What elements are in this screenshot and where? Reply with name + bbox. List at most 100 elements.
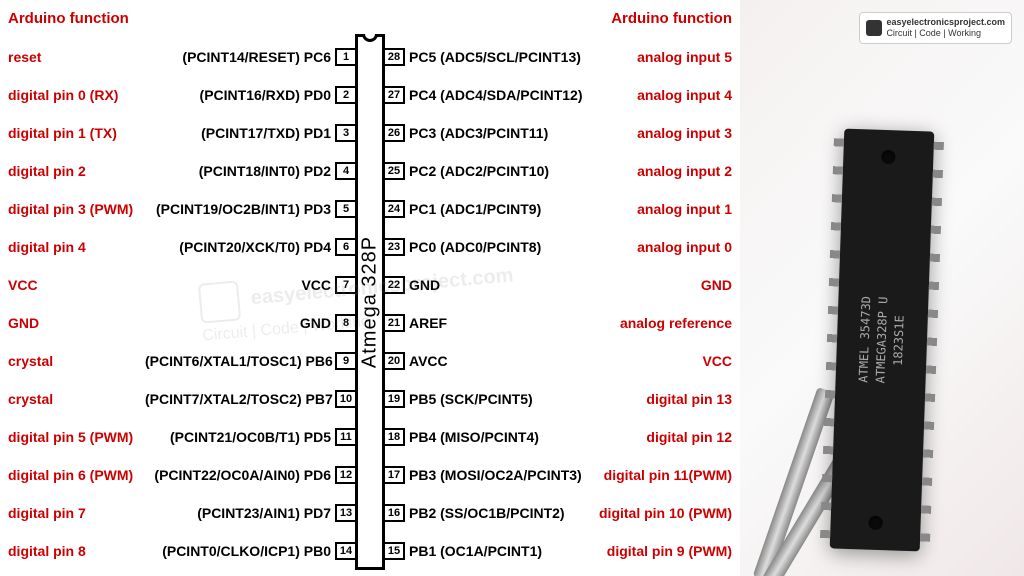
pin-row: reset(PCINT14/RESET) PC6128PC5 (ADC5/SCL…: [0, 38, 740, 76]
bulb-icon: [866, 20, 882, 36]
arduino-function-left: digital pin 5 (PWM): [0, 429, 145, 445]
pin-number-right: 28: [385, 48, 405, 66]
chip-marking: ATMEL 35473D ATMEGA328P U 1823S1E: [855, 296, 908, 384]
pin-number-right: 15: [385, 542, 405, 560]
pin-row: digital pin 4(PCINT20/XCK/T0) PD46 23PC0 …: [0, 228, 740, 266]
chip-photo: ATMEL 35473D ATMEGA328P U 1823S1E: [830, 129, 935, 552]
arduino-function-left: digital pin 6 (PWM): [0, 467, 145, 483]
pin-number-left: 2: [335, 86, 355, 104]
arduino-function-right: digital pin 10 (PWM): [597, 505, 740, 521]
pin-number-left: 3: [335, 124, 355, 142]
pin-row: digital pin 7(PCINT23/AIN1) PD713 16PB2 (…: [0, 494, 740, 532]
pin-number-right: 25: [385, 162, 405, 180]
arduino-function-right: GND: [597, 277, 740, 293]
arduino-function-left: reset: [0, 49, 145, 65]
alt-function-left: (PCINT21/OC0B/T1) PD5: [145, 429, 335, 445]
alt-function-right: GND: [405, 277, 597, 293]
header-left: Arduino function: [8, 10, 129, 27]
alt-function-right: PC5 (ADC5/SCL/PCINT13): [405, 49, 597, 65]
arduino-function-left: digital pin 4: [0, 239, 145, 255]
arduino-function-right: analog input 1: [597, 201, 740, 217]
alt-function-right: PB1 (OC1A/PCINT1): [405, 543, 597, 559]
arduino-function-right: analog input 0: [597, 239, 740, 255]
arduino-function-left: digital pin 1 (TX): [0, 125, 145, 141]
pin-number-left: 6: [335, 238, 355, 256]
pin-row: digital pin 3 (PWM)(PCINT19/OC2B/INT1) P…: [0, 190, 740, 228]
alt-function-left: (PCINT17/TXD) PD1: [145, 125, 335, 141]
pin-number-right: 20: [385, 352, 405, 370]
arduino-function-left: digital pin 3 (PWM): [0, 201, 145, 217]
alt-function-left: (PCINT14/RESET) PC6: [145, 49, 335, 65]
pin-number-right: 17: [385, 466, 405, 484]
alt-function-left: VCC: [145, 277, 335, 293]
alt-function-left: (PCINT20/XCK/T0) PD4: [145, 239, 335, 255]
alt-function-right: PB4 (MISO/PCINT4): [405, 429, 597, 445]
alt-function-right: PC2 (ADC2/PCINT10): [405, 163, 597, 179]
pin-row: VCCVCC722GNDGND: [0, 266, 740, 304]
logo-line2: Circuit | Code | Working: [886, 28, 1005, 39]
pin-row: crystal(PCINT6/XTAL1/TOSC1) PB69 20AVCCVC…: [0, 342, 740, 380]
pin-number-left: 13: [335, 504, 355, 522]
alt-function-right: PB2 (SS/OC1B/PCINT2): [405, 505, 597, 521]
alt-function-left: GND: [145, 315, 335, 331]
site-logo: easyelectronicsproject.com Circuit | Cod…: [859, 12, 1012, 44]
pin-number-right: 18: [385, 428, 405, 446]
chip-legs-icon: [920, 142, 944, 542]
arduino-function-right: analog input 2: [597, 163, 740, 179]
pin-number-left: 14: [335, 542, 355, 560]
alt-function-left: (PCINT23/AIN1) PD7: [145, 505, 335, 521]
pin-number-right: 26: [385, 124, 405, 142]
pin-number-right: 21: [385, 314, 405, 332]
logo-line1: easyelectronicsproject.com: [886, 17, 1005, 28]
alt-function-right: PC3 (ADC3/PCINT11): [405, 125, 597, 141]
alt-function-left: (PCINT0/CLKO/ICP1) PB0: [145, 543, 335, 559]
arduino-function-right: analog reference: [597, 315, 740, 331]
alt-function-left: (PCINT7/XTAL2/TOSC2) PB7: [145, 391, 335, 407]
arduino-function-right: digital pin 9 (PWM): [597, 543, 740, 559]
arduino-function-left: digital pin 2: [0, 163, 145, 179]
arduino-function-right: digital pin 13: [597, 391, 740, 407]
arduino-function-left: crystal: [0, 391, 145, 407]
arduino-function-right: analog input 5: [597, 49, 740, 65]
pin-number-left: 9: [335, 352, 355, 370]
header-right: Arduino function: [611, 10, 732, 27]
pin-number-right: 23: [385, 238, 405, 256]
alt-function-right: AVCC: [405, 353, 597, 369]
arduino-function-right: analog input 3: [597, 125, 740, 141]
arduino-function-left: GND: [0, 315, 145, 331]
alt-function-right: PB3 (MOSI/OC2A/PCINT3): [405, 467, 597, 483]
arduino-function-left: digital pin 8: [0, 543, 145, 559]
pin-row: digital pin 6 (PWM)(PCINT22/OC0A/AIN0) P…: [0, 456, 740, 494]
arduino-function-left: crystal: [0, 353, 145, 369]
alt-function-left: (PCINT19/OC2B/INT1) PD3: [145, 201, 335, 217]
arduino-function-left: VCC: [0, 277, 145, 293]
alt-function-right: PC0 (ADC0/PCINT8): [405, 239, 597, 255]
arduino-function-right: VCC: [597, 353, 740, 369]
alt-function-left: (PCINT16/RXD) PD0: [145, 87, 335, 103]
alt-function-right: PB5 (SCK/PCINT5): [405, 391, 597, 407]
alt-function-right: PC1 (ADC1/PCINT9): [405, 201, 597, 217]
alt-function-left: (PCINT6/XTAL1/TOSC1) PB6: [145, 353, 335, 369]
pin-number-right: 16: [385, 504, 405, 522]
pin-number-left: 8: [335, 314, 355, 332]
pin-number-left: 11: [335, 428, 355, 446]
arduino-function-right: digital pin 12: [597, 429, 740, 445]
pin-row: crystal(PCINT7/XTAL2/TOSC2) PB710 19PB5 (…: [0, 380, 740, 418]
chip-legs-icon: [820, 138, 844, 538]
alt-function-right: AREF: [405, 315, 597, 331]
pin-row: GNDGND821AREFanalog reference: [0, 304, 740, 342]
pinout-diagram: Arduino function Arduino function Atmega…: [0, 0, 740, 576]
pin-number-right: 19: [385, 390, 405, 408]
arduino-function-left: digital pin 7: [0, 505, 145, 521]
arduino-function-right: analog input 4: [597, 87, 740, 103]
arduino-function-right: digital pin 11(PWM): [597, 467, 740, 483]
pin-row: digital pin 1 (TX)(PCINT17/TXD) PD13 26PC…: [0, 114, 740, 152]
pin-number-right: 27: [385, 86, 405, 104]
pin-row: digital pin 8(PCINT0/CLKO/ICP1) PB014 15P…: [0, 532, 740, 570]
pin-number-right: 24: [385, 200, 405, 218]
alt-function-left: (PCINT22/OC0A/AIN0) PD6: [145, 467, 335, 483]
pin-number-left: 10: [335, 390, 355, 408]
pin-row: digital pin 2(PCINT18/INT0) PD2425PC2 (A…: [0, 152, 740, 190]
pin-number-left: 12: [335, 466, 355, 484]
pin-rows: reset(PCINT14/RESET) PC6 12 8 PC5 (ADC5/SCL…: [0, 38, 740, 570]
